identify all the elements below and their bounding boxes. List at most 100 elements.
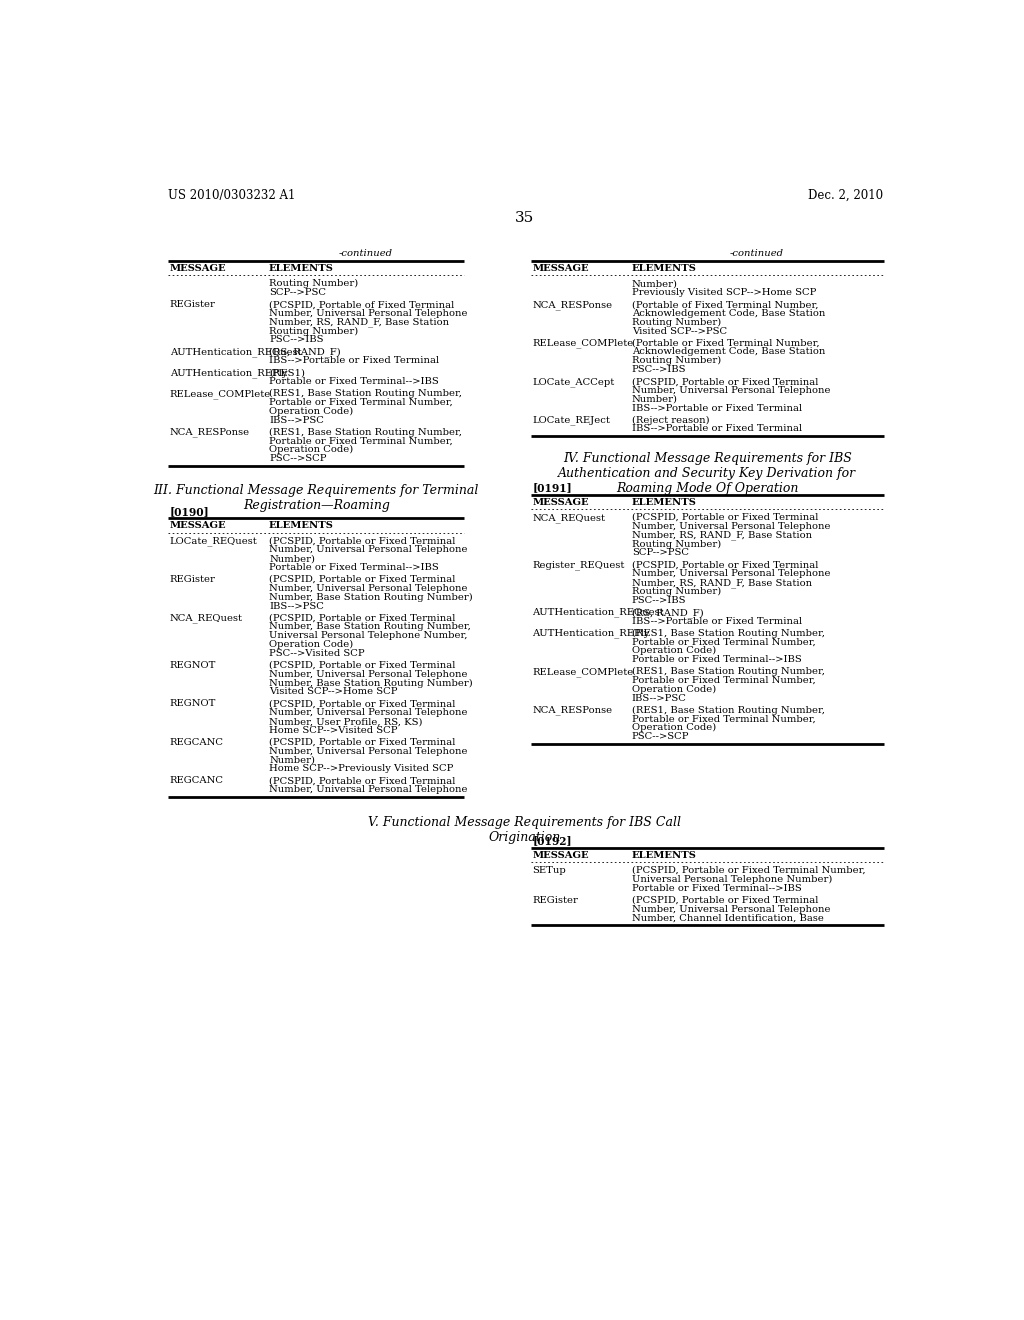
Text: Number): Number) — [269, 554, 315, 564]
Text: REGNOT: REGNOT — [170, 661, 216, 669]
Text: Number, RS, RAND_F, Base Station: Number, RS, RAND_F, Base Station — [632, 578, 812, 587]
Text: Routing Number): Routing Number) — [632, 318, 721, 327]
Text: AUTHentication_REQuest: AUTHentication_REQuest — [170, 347, 301, 358]
Text: PSC-->SCP: PSC-->SCP — [632, 733, 689, 741]
Text: -continued: -continued — [339, 249, 393, 259]
Text: Operation Code): Operation Code) — [269, 640, 353, 649]
Text: NCA_RESPonse: NCA_RESPonse — [532, 705, 612, 715]
Text: IBS-->Portable or Fixed Terminal: IBS-->Portable or Fixed Terminal — [632, 404, 802, 413]
Text: Acknowledgement Code, Base Station: Acknowledgement Code, Base Station — [632, 347, 825, 356]
Text: IBS-->PSC: IBS-->PSC — [632, 693, 687, 702]
Text: Universal Personal Telephone Number): Universal Personal Telephone Number) — [632, 875, 833, 884]
Text: Operation Code): Operation Code) — [269, 407, 353, 416]
Text: US 2010/0303232 A1: US 2010/0303232 A1 — [168, 189, 296, 202]
Text: Number, Base Station Routing Number,: Number, Base Station Routing Number, — [269, 622, 471, 631]
Text: MESSAGE: MESSAGE — [170, 264, 226, 273]
Text: [0190]: [0190] — [170, 506, 210, 517]
Text: IBS-->Portable or Fixed Terminal: IBS-->Portable or Fixed Terminal — [269, 356, 439, 366]
Text: (PCSPID, Portable or Fixed Terminal: (PCSPID, Portable or Fixed Terminal — [632, 513, 818, 521]
Text: (PCSPID, Portable or Fixed Terminal Number,: (PCSPID, Portable or Fixed Terminal Numb… — [632, 866, 865, 875]
Text: REGNOT: REGNOT — [170, 700, 216, 709]
Text: III. Functional Message Requirements for Terminal
Registration—Roaming: III. Functional Message Requirements for… — [154, 484, 479, 512]
Text: (RES1, Base Station Routing Number,: (RES1, Base Station Routing Number, — [632, 667, 824, 676]
Text: (RES1, Base Station Routing Number,: (RES1, Base Station Routing Number, — [632, 705, 824, 714]
Text: SCP-->PSC: SCP-->PSC — [269, 288, 326, 297]
Text: Portable or Fixed Terminal Number,: Portable or Fixed Terminal Number, — [632, 714, 815, 723]
Text: Portable or Fixed Terminal-->IBS: Portable or Fixed Terminal-->IBS — [632, 655, 802, 664]
Text: Universal Personal Telephone Number,: Universal Personal Telephone Number, — [269, 631, 468, 640]
Text: NCA_REQuest: NCA_REQuest — [532, 513, 605, 523]
Text: Portable or Fixed Terminal Number,: Portable or Fixed Terminal Number, — [632, 638, 815, 647]
Text: [0191]: [0191] — [532, 483, 572, 494]
Text: IBS-->PSC: IBS-->PSC — [269, 602, 324, 611]
Text: ELEMENTS: ELEMENTS — [632, 851, 696, 861]
Text: LOCate_ACCept: LOCate_ACCept — [532, 378, 614, 387]
Text: Number): Number) — [632, 395, 678, 404]
Text: (PCSPID, Portable of Fixed Terminal: (PCSPID, Portable of Fixed Terminal — [269, 300, 455, 309]
Text: Dec. 2, 2010: Dec. 2, 2010 — [809, 189, 884, 202]
Text: Portable or Fixed Terminal-->IBS: Portable or Fixed Terminal-->IBS — [632, 884, 802, 892]
Text: AUTHentication_REQuest: AUTHentication_REQuest — [532, 607, 665, 618]
Text: (Reject reason): (Reject reason) — [632, 416, 710, 425]
Text: Number, Universal Personal Telephone: Number, Universal Personal Telephone — [269, 545, 468, 554]
Text: Routing Number): Routing Number) — [632, 587, 721, 597]
Text: (Portable of Fixed Terminal Number,: (Portable of Fixed Terminal Number, — [632, 300, 818, 309]
Text: PSC-->IBS: PSC-->IBS — [632, 366, 686, 374]
Text: LOCate_REJect: LOCate_REJect — [532, 416, 610, 425]
Text: (RES1, Base Station Routing Number,: (RES1, Base Station Routing Number, — [269, 389, 462, 399]
Text: Number, Universal Personal Telephone: Number, Universal Personal Telephone — [632, 521, 830, 531]
Text: 35: 35 — [515, 211, 535, 226]
Text: Number, Universal Personal Telephone: Number, Universal Personal Telephone — [269, 747, 468, 755]
Text: Routing Number): Routing Number) — [632, 356, 721, 366]
Text: Number): Number) — [632, 280, 678, 288]
Text: Portable or Fixed Terminal-->IBS: Portable or Fixed Terminal-->IBS — [269, 564, 439, 572]
Text: Portable or Fixed Terminal-->IBS: Portable or Fixed Terminal-->IBS — [269, 378, 439, 385]
Text: (RS, RAND_F): (RS, RAND_F) — [269, 347, 341, 358]
Text: V. Functional Message Requirements for IBS Call
Origination: V. Functional Message Requirements for I… — [369, 816, 681, 843]
Text: NCA_RESPonse: NCA_RESPonse — [170, 428, 250, 437]
Text: REGCANC: REGCANC — [170, 738, 224, 747]
Text: (RES1): (RES1) — [269, 368, 305, 378]
Text: (RES1, Base Station Routing Number,: (RES1, Base Station Routing Number, — [632, 628, 824, 638]
Text: SETup: SETup — [532, 866, 566, 875]
Text: Home SCP-->Visited SCP: Home SCP-->Visited SCP — [269, 726, 397, 735]
Text: Number): Number) — [269, 755, 315, 764]
Text: ELEMENTS: ELEMENTS — [269, 264, 334, 273]
Text: Number, RS, RAND_F, Base Station: Number, RS, RAND_F, Base Station — [269, 318, 450, 327]
Text: NCA_RESPonse: NCA_RESPonse — [532, 300, 612, 310]
Text: Operation Code): Operation Code) — [269, 445, 353, 454]
Text: Operation Code): Operation Code) — [632, 685, 716, 694]
Text: (PCSPID, Portable or Fixed Terminal: (PCSPID, Portable or Fixed Terminal — [269, 700, 456, 709]
Text: [0192]: [0192] — [532, 836, 572, 846]
Text: Number, Universal Personal Telephone: Number, Universal Personal Telephone — [269, 785, 468, 795]
Text: LOCate_REQuest: LOCate_REQuest — [170, 536, 258, 546]
Text: IBS-->Portable or Fixed Terminal: IBS-->Portable or Fixed Terminal — [632, 425, 802, 433]
Text: Number, Base Station Routing Number): Number, Base Station Routing Number) — [269, 593, 473, 602]
Text: SCP-->PSC: SCP-->PSC — [632, 548, 689, 557]
Text: MESSAGE: MESSAGE — [170, 521, 226, 531]
Text: PSC-->Visited SCP: PSC-->Visited SCP — [269, 649, 365, 657]
Text: Number, Base Station Routing Number): Number, Base Station Routing Number) — [269, 678, 473, 688]
Text: (Portable or Fixed Terminal Number,: (Portable or Fixed Terminal Number, — [632, 339, 819, 347]
Text: (RES1, Base Station Routing Number,: (RES1, Base Station Routing Number, — [269, 428, 462, 437]
Text: AUTHentication_REPly: AUTHentication_REPly — [532, 628, 650, 638]
Text: Previously Visited SCP-->Home SCP: Previously Visited SCP-->Home SCP — [632, 288, 816, 297]
Text: Portable or Fixed Terminal Number,: Portable or Fixed Terminal Number, — [269, 437, 453, 445]
Text: (PCSPID, Portable or Fixed Terminal: (PCSPID, Portable or Fixed Terminal — [269, 614, 456, 623]
Text: REGister: REGister — [532, 896, 579, 904]
Text: MESSAGE: MESSAGE — [532, 851, 589, 861]
Text: PSC-->IBS: PSC-->IBS — [632, 595, 686, 605]
Text: ELEMENTS: ELEMENTS — [632, 498, 696, 507]
Text: Number, Universal Personal Telephone: Number, Universal Personal Telephone — [632, 385, 830, 395]
Text: Number, User Profile, RS, KS): Number, User Profile, RS, KS) — [269, 717, 423, 726]
Text: Visited SCP-->Home SCP: Visited SCP-->Home SCP — [269, 688, 397, 697]
Text: AUTHentication_REPly: AUTHentication_REPly — [170, 368, 288, 378]
Text: REGCANC: REGCANC — [170, 776, 224, 785]
Text: MESSAGE: MESSAGE — [532, 498, 589, 507]
Text: Number, Universal Personal Telephone: Number, Universal Personal Telephone — [269, 708, 468, 717]
Text: IBS-->PSC: IBS-->PSC — [269, 416, 324, 425]
Text: REGister: REGister — [170, 576, 216, 583]
Text: RELease_COMPlete: RELease_COMPlete — [532, 667, 634, 677]
Text: Number, Universal Personal Telephone: Number, Universal Personal Telephone — [632, 569, 830, 578]
Text: Number, RS, RAND_F, Base Station: Number, RS, RAND_F, Base Station — [632, 531, 812, 540]
